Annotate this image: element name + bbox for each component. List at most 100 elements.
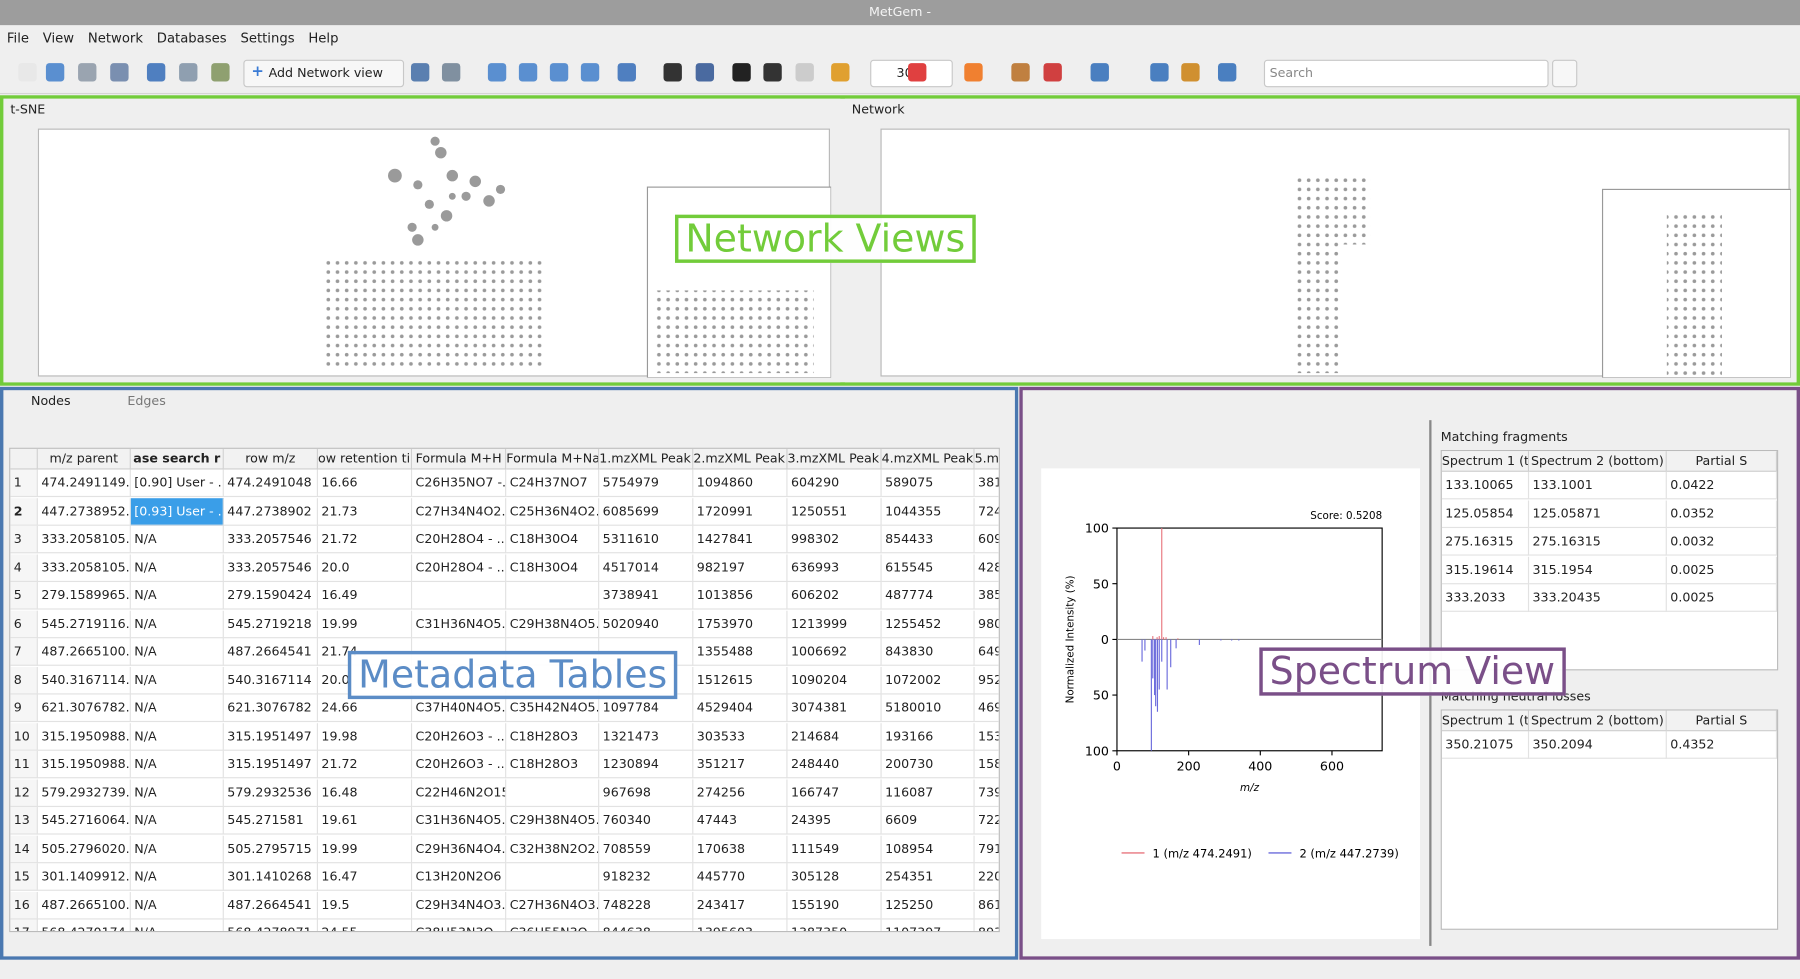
table-cell: 125.05871 bbox=[1529, 499, 1667, 528]
table-cell: 279.1589965... bbox=[37, 582, 131, 610]
menu-item[interactable]: Databases bbox=[156, 29, 227, 46]
toolbar-icon[interactable] bbox=[78, 63, 97, 82]
menu-item[interactable]: File bbox=[6, 29, 29, 46]
table-cell bbox=[506, 778, 600, 807]
row-header: 14 bbox=[10, 835, 38, 863]
toolbar-icon[interactable] bbox=[211, 63, 230, 82]
toolbar-icon[interactable] bbox=[732, 63, 751, 82]
toolbar-icon[interactable] bbox=[1043, 63, 1062, 82]
table-cell: 854433 bbox=[881, 525, 975, 554]
row-header: 2 bbox=[10, 497, 38, 526]
header-cell[interactable]: m/z parent bbox=[37, 448, 131, 470]
table-cell: 760340 bbox=[599, 807, 694, 835]
search-box[interactable]: Search bbox=[1263, 59, 1549, 88]
header-cell[interactable]: 5.m bbox=[974, 448, 999, 470]
table-cell: 545.2716064... bbox=[37, 807, 131, 835]
toolbar-icon[interactable] bbox=[110, 63, 129, 82]
tsne-plot bbox=[37, 128, 832, 378]
table-cell: 843830 bbox=[881, 638, 975, 666]
table-cell: 589075 bbox=[881, 469, 975, 498]
table-cell: 125.05854 bbox=[1441, 499, 1530, 528]
menu-item[interactable]: View bbox=[42, 29, 75, 46]
table-cell: 333.2057546 bbox=[223, 553, 318, 582]
toolbar-icon[interactable] bbox=[410, 63, 430, 82]
toolbar-icon[interactable] bbox=[179, 63, 198, 82]
table-cell: 5180010 bbox=[881, 694, 975, 723]
table-cell: 19.98 bbox=[317, 722, 413, 751]
table-cell: C25H36N4O2... bbox=[506, 497, 600, 526]
table-cell: 609 bbox=[974, 525, 999, 554]
table-cell: N/A bbox=[130, 610, 224, 638]
tab-title[interactable]: Nodes bbox=[30, 393, 71, 409]
toolbar-icon[interactable] bbox=[1090, 63, 1109, 82]
toolbar-icon[interactable] bbox=[617, 63, 636, 82]
header-cell[interactable]: row m/z bbox=[223, 448, 318, 470]
header-cell[interactable]: 2.mzXML Peak a bbox=[693, 448, 788, 470]
add-view-label: Add Network view bbox=[268, 65, 383, 81]
overlay-label: Spectrum View bbox=[1259, 647, 1566, 696]
table-cell: C22H46N2O15 bbox=[412, 778, 507, 807]
minimap-grid bbox=[1666, 210, 1722, 376]
menu-item[interactable]: Help bbox=[308, 29, 339, 46]
table-cell: N/A bbox=[130, 694, 224, 723]
tab-title[interactable]: Edges bbox=[127, 393, 166, 409]
row-header: 3 bbox=[10, 525, 38, 554]
table-cell: 1387350 bbox=[787, 919, 882, 931]
header-cell[interactable]: 4.mzXML Peak a bbox=[881, 448, 975, 470]
table-cell: C29H34N4O3... bbox=[412, 891, 507, 919]
table-cell: 1094860 bbox=[693, 469, 788, 498]
toolbar-icon[interactable] bbox=[146, 63, 166, 82]
header-cell: Spectrum 2 (bottom) bbox=[1529, 710, 1667, 732]
table-cell: C38H53N3O... bbox=[412, 919, 507, 931]
toolbar-icon[interactable] bbox=[487, 63, 507, 82]
table-cell: 16.49 bbox=[317, 582, 413, 610]
table-cell: N/A bbox=[131, 919, 224, 931]
header-cell[interactable]: Formula M+Na bbox=[506, 448, 600, 470]
table-cell bbox=[412, 582, 507, 610]
toolbar-icon[interactable] bbox=[580, 63, 600, 82]
menu-item[interactable]: Network bbox=[87, 29, 144, 46]
toolbar-icon[interactable] bbox=[908, 63, 927, 82]
header-cell[interactable]: ow retention tim bbox=[317, 448, 413, 470]
table-cell: 303533 bbox=[693, 722, 788, 751]
toolbar-icon[interactable] bbox=[549, 63, 569, 82]
x-axis-label: m/z bbox=[1240, 782, 1260, 794]
add-view-button[interactable]: + Add Network view bbox=[243, 59, 405, 88]
table-cell: 24.66 bbox=[317, 694, 413, 723]
toolbar-icon[interactable] bbox=[663, 63, 682, 82]
toolbar-icon[interactable] bbox=[795, 63, 814, 82]
table-cell: 315.19614 bbox=[1441, 556, 1530, 584]
table-cell: C27H34N4O2... bbox=[412, 497, 507, 526]
table-cell: C18H28O3 bbox=[506, 722, 600, 751]
header-cell[interactable]: 1.mzXML Peak a bbox=[599, 448, 694, 470]
table-cell: 133.1001 bbox=[1529, 471, 1667, 500]
table-cell: 333.20435 bbox=[1529, 584, 1667, 612]
toolbar-icon[interactable] bbox=[1011, 63, 1030, 82]
table-cell: 1230894 bbox=[599, 750, 694, 779]
menu-item[interactable]: Settings bbox=[240, 29, 295, 46]
search-button[interactable] bbox=[1552, 59, 1578, 88]
toolbar-icon[interactable] bbox=[763, 63, 782, 82]
toolbar-icon[interactable] bbox=[1150, 63, 1169, 82]
table-cell: 739 bbox=[974, 778, 999, 807]
header-cell[interactable]: Formula M+H bbox=[412, 448, 507, 470]
toolbar-icon[interactable] bbox=[831, 63, 850, 82]
toolbar-icon[interactable] bbox=[695, 63, 715, 82]
toolbar-icon[interactable] bbox=[18, 63, 37, 82]
table-cell: 445770 bbox=[693, 863, 788, 891]
header-cell[interactable]: ase search r bbox=[130, 448, 224, 470]
toolbar-icon[interactable] bbox=[45, 63, 65, 82]
table-cell: 428 bbox=[974, 553, 999, 582]
table-cell: 381 bbox=[974, 469, 999, 498]
table: Spectrum 1 (top)Spectrum 2 (bottom)Parti… bbox=[1440, 449, 1779, 671]
table-cell: 116087 bbox=[881, 778, 975, 807]
table-cell: 1427841 bbox=[693, 525, 788, 554]
toolbar-icon[interactable] bbox=[1181, 63, 1200, 82]
search-placeholder: Search bbox=[1269, 65, 1314, 81]
toolbar-icon[interactable] bbox=[964, 63, 983, 82]
toolbar-icon[interactable] bbox=[1217, 63, 1237, 82]
table-cell: 315.1954 bbox=[1529, 556, 1667, 584]
header-cell[interactable]: 3.mzXML Peak a bbox=[787, 448, 882, 470]
toolbar-icon[interactable] bbox=[441, 63, 461, 82]
toolbar-icon[interactable] bbox=[518, 63, 538, 82]
